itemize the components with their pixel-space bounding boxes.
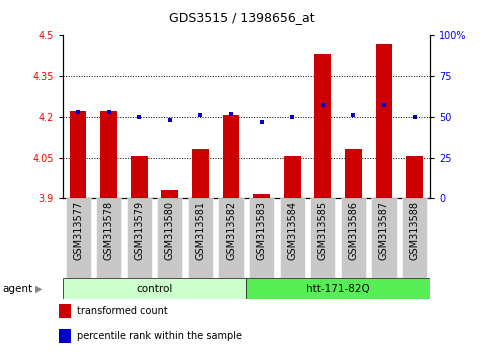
Point xyxy=(350,112,357,118)
Point xyxy=(197,112,204,118)
Point xyxy=(258,119,266,125)
Text: percentile rank within the sample: percentile rank within the sample xyxy=(77,331,242,341)
Point xyxy=(411,114,418,120)
Bar xyxy=(246,278,430,299)
Bar xyxy=(188,198,213,278)
Point xyxy=(319,103,327,108)
Point xyxy=(166,117,174,123)
Point xyxy=(105,109,113,115)
Bar xyxy=(70,112,86,198)
Text: GSM313581: GSM313581 xyxy=(196,201,205,259)
Point xyxy=(288,114,296,120)
Bar xyxy=(376,44,392,198)
Text: GSM313579: GSM313579 xyxy=(134,201,144,260)
Bar xyxy=(341,198,366,278)
Bar xyxy=(314,55,331,198)
Bar xyxy=(345,149,362,198)
Text: ▶: ▶ xyxy=(35,284,43,294)
Text: GSM313587: GSM313587 xyxy=(379,201,389,260)
Bar xyxy=(63,278,246,299)
Text: htt-171-82Q: htt-171-82Q xyxy=(306,284,370,293)
Text: control: control xyxy=(136,284,173,293)
Text: GSM313577: GSM313577 xyxy=(73,201,83,260)
Text: GSM313588: GSM313588 xyxy=(410,201,420,259)
Bar xyxy=(249,198,274,278)
Text: agent: agent xyxy=(2,284,32,293)
Bar xyxy=(127,198,152,278)
Text: GSM313582: GSM313582 xyxy=(226,201,236,260)
Bar xyxy=(371,198,397,278)
Bar xyxy=(284,156,300,198)
Text: GSM313578: GSM313578 xyxy=(104,201,114,260)
Text: GSM313585: GSM313585 xyxy=(318,201,328,260)
Bar xyxy=(59,304,71,318)
Bar xyxy=(223,115,240,198)
Point xyxy=(227,111,235,116)
Text: GSM313584: GSM313584 xyxy=(287,201,297,259)
Text: GSM313583: GSM313583 xyxy=(256,201,267,259)
Text: GSM313580: GSM313580 xyxy=(165,201,175,259)
Point xyxy=(74,109,82,115)
Bar xyxy=(59,329,71,343)
Bar xyxy=(161,190,178,198)
Bar xyxy=(310,198,335,278)
Text: GSM313586: GSM313586 xyxy=(348,201,358,259)
Bar xyxy=(253,194,270,198)
Bar xyxy=(406,156,423,198)
Text: GDS3515 / 1398656_at: GDS3515 / 1398656_at xyxy=(169,11,314,24)
Bar xyxy=(157,198,183,278)
Bar xyxy=(280,198,305,278)
Bar xyxy=(66,198,91,278)
Bar xyxy=(131,156,148,198)
Bar xyxy=(100,112,117,198)
Text: transformed count: transformed count xyxy=(77,306,168,316)
Point xyxy=(135,114,143,120)
Bar xyxy=(402,198,427,278)
Bar xyxy=(218,198,243,278)
Bar xyxy=(192,149,209,198)
Bar xyxy=(96,198,121,278)
Point xyxy=(380,103,388,108)
